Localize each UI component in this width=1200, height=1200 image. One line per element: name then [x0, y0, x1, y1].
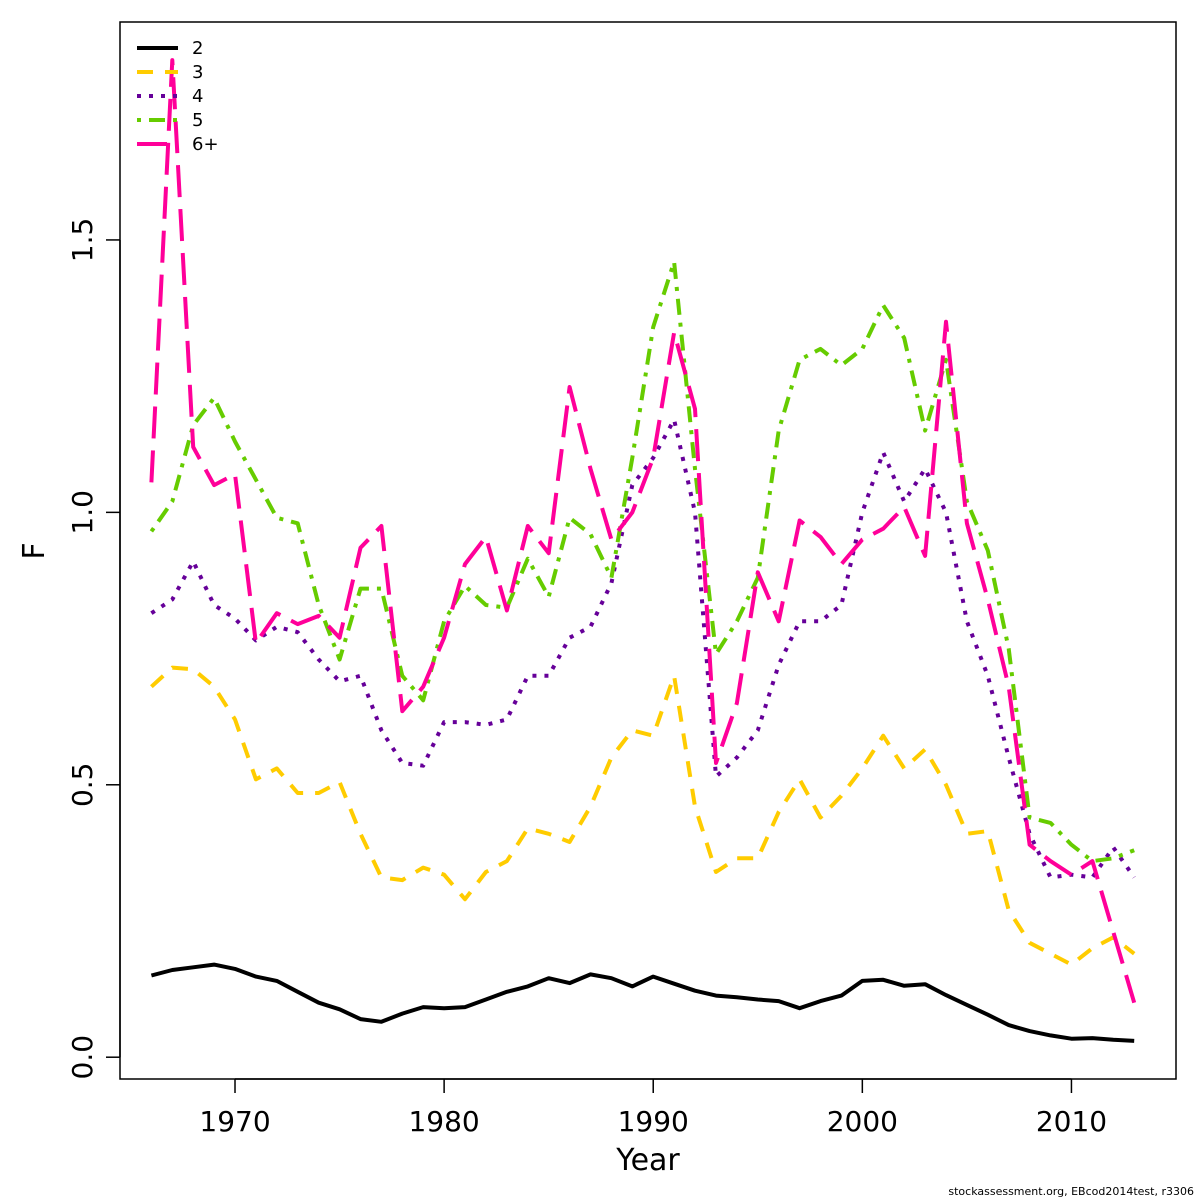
- legend-label: 2: [192, 38, 203, 59]
- x-tick-label: 2010: [1036, 1105, 1107, 1138]
- x-tick-label: 2000: [827, 1105, 898, 1138]
- legend: 2 3 4 5 6+: [137, 38, 219, 155]
- x-axis-title: Year: [615, 1143, 680, 1178]
- legend-label: 4: [192, 86, 203, 107]
- x-tick-label: 1980: [408, 1105, 479, 1138]
- y-tick-label: 0.5: [66, 763, 99, 808]
- y-tick-label: 0.0: [66, 1035, 99, 1080]
- y-tick-label: 1.0: [66, 490, 99, 535]
- series-line-5: [149, 259, 1135, 864]
- legend-label: 3: [192, 62, 203, 83]
- series-line-2: [150, 962, 1135, 1043]
- footer-caption: stockassessment.org, EBcod2014test, r330…: [948, 1185, 1194, 1198]
- series-lines: [149, 58, 1137, 1043]
- x-tick-label: 1990: [618, 1105, 689, 1138]
- y-tick-label: 1.5: [66, 218, 99, 263]
- x-axis: 1970 1980 1990 2000 2010: [199, 1078, 1107, 1138]
- y-axis-title: F: [17, 542, 52, 559]
- series-line-3: [150, 665, 1136, 967]
- x-tick-label: 1970: [199, 1105, 270, 1138]
- series-line-6plus: [149, 58, 1137, 1004]
- y-axis: 0.0 0.5 1.0 1.5: [66, 218, 121, 1080]
- legend-label: 6+: [192, 134, 219, 155]
- legend-label: 5: [192, 110, 203, 131]
